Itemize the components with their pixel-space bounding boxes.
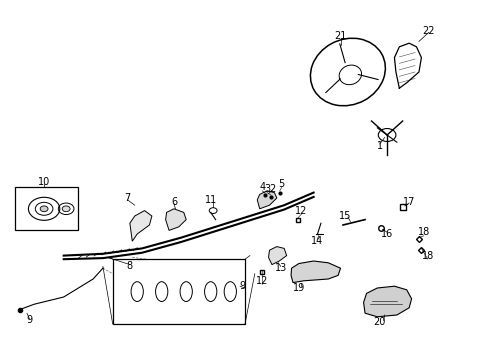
Text: 16: 16 <box>381 229 393 239</box>
Text: 15: 15 <box>339 211 352 221</box>
Text: 5: 5 <box>279 179 285 189</box>
Circle shape <box>62 206 70 212</box>
Text: 8: 8 <box>127 261 133 271</box>
Text: 10: 10 <box>38 177 50 187</box>
Text: 11: 11 <box>205 195 217 205</box>
Text: 3: 3 <box>264 184 270 194</box>
Text: 18: 18 <box>421 251 434 261</box>
Text: 14: 14 <box>312 236 323 246</box>
Polygon shape <box>130 211 152 241</box>
Text: 12: 12 <box>256 276 269 286</box>
Text: 9: 9 <box>240 281 245 291</box>
Text: 9: 9 <box>26 315 32 325</box>
Text: 12: 12 <box>295 206 308 216</box>
Text: 13: 13 <box>274 263 287 273</box>
Text: 20: 20 <box>373 317 386 327</box>
Polygon shape <box>364 286 412 317</box>
Circle shape <box>40 206 48 212</box>
Text: 19: 19 <box>293 283 305 293</box>
Polygon shape <box>166 209 186 230</box>
Text: 7: 7 <box>124 193 130 203</box>
Text: 17: 17 <box>403 197 416 207</box>
Text: 6: 6 <box>171 197 177 207</box>
Text: 22: 22 <box>422 26 435 36</box>
Polygon shape <box>269 247 287 265</box>
Text: 21: 21 <box>334 31 347 41</box>
Text: 1: 1 <box>377 141 383 151</box>
Polygon shape <box>257 191 277 209</box>
Polygon shape <box>291 261 341 283</box>
Text: 2: 2 <box>269 184 275 194</box>
Text: 4: 4 <box>259 182 265 192</box>
Text: 18: 18 <box>417 227 430 237</box>
